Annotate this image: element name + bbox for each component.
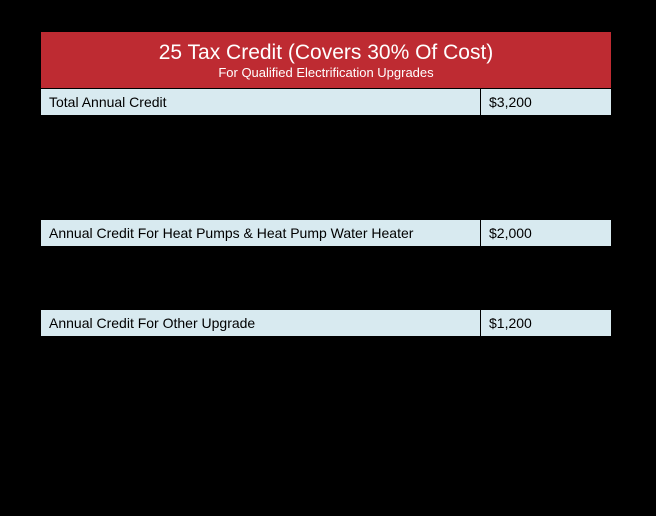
row-value: $2,000 xyxy=(481,220,611,246)
header-subtitle: For Qualified Electrification Upgrades xyxy=(41,65,611,82)
row-value: $1,200 xyxy=(481,310,611,336)
table-header: 25 Tax Credit (Covers 30% Of Cost) For Q… xyxy=(40,31,612,89)
table-row: Total Annual Credit $3,200 xyxy=(40,89,612,116)
row-spacer xyxy=(40,247,612,309)
row-label: Annual Credit For Heat Pumps & Heat Pump… xyxy=(41,220,481,246)
tax-credit-table: 25 Tax Credit (Covers 30% Of Cost) For Q… xyxy=(40,31,612,337)
row-label: Annual Credit For Other Upgrade xyxy=(41,310,481,336)
table-row: Annual Credit For Heat Pumps & Heat Pump… xyxy=(40,219,612,247)
table-row: Annual Credit For Other Upgrade $1,200 xyxy=(40,309,612,337)
header-title: 25 Tax Credit (Covers 30% Of Cost) xyxy=(41,40,611,65)
row-spacer xyxy=(40,116,612,219)
row-value: $3,200 xyxy=(481,89,611,115)
row-label: Total Annual Credit xyxy=(41,89,481,115)
